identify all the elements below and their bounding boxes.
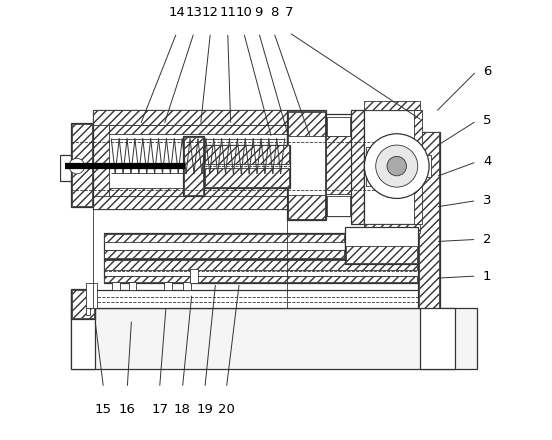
Bar xyxy=(205,168,289,187)
Text: 5: 5 xyxy=(483,114,491,127)
Circle shape xyxy=(387,156,406,176)
Bar xyxy=(204,144,290,187)
Text: 14: 14 xyxy=(168,7,185,19)
Bar xyxy=(71,123,93,207)
Bar xyxy=(184,137,203,195)
Text: 13: 13 xyxy=(185,7,203,19)
Text: 15: 15 xyxy=(95,403,112,416)
Text: 7: 7 xyxy=(285,7,293,19)
Bar xyxy=(364,101,421,110)
Bar xyxy=(60,155,71,181)
Bar xyxy=(93,110,109,209)
Bar xyxy=(327,196,350,216)
Bar xyxy=(352,110,364,224)
Bar xyxy=(109,187,290,196)
Bar xyxy=(104,260,417,270)
Bar xyxy=(288,112,325,136)
Bar xyxy=(72,290,94,318)
Bar xyxy=(104,250,344,258)
Text: 4: 4 xyxy=(483,155,491,168)
Bar xyxy=(129,282,136,290)
Bar xyxy=(104,233,345,259)
Bar xyxy=(93,110,287,125)
Bar xyxy=(93,196,287,209)
Text: 10: 10 xyxy=(235,7,252,19)
Circle shape xyxy=(376,145,418,187)
Bar xyxy=(71,289,95,319)
Bar xyxy=(418,132,440,308)
Bar xyxy=(183,136,204,196)
Bar xyxy=(93,110,287,209)
Text: 6: 6 xyxy=(483,65,491,78)
Bar xyxy=(422,155,431,177)
Text: 12: 12 xyxy=(202,7,219,19)
Bar xyxy=(326,136,351,194)
Bar xyxy=(288,195,325,219)
Bar xyxy=(86,282,97,308)
Circle shape xyxy=(364,134,429,198)
Bar xyxy=(104,259,418,282)
Bar xyxy=(352,110,364,224)
Bar xyxy=(364,110,421,224)
Bar xyxy=(164,282,172,290)
Bar xyxy=(190,269,198,282)
Text: 16: 16 xyxy=(119,403,136,416)
Text: 2: 2 xyxy=(483,233,491,246)
Bar xyxy=(419,132,439,308)
Bar xyxy=(345,227,418,264)
Text: 3: 3 xyxy=(483,194,491,207)
Bar xyxy=(365,147,413,186)
Circle shape xyxy=(69,158,84,174)
Text: 1: 1 xyxy=(483,270,491,282)
Bar xyxy=(205,145,289,164)
Bar xyxy=(326,114,352,216)
Bar xyxy=(71,308,95,369)
Text: 20: 20 xyxy=(218,403,235,416)
Bar xyxy=(421,308,455,369)
Bar xyxy=(346,246,417,263)
Text: 8: 8 xyxy=(270,7,278,19)
Text: 9: 9 xyxy=(254,7,263,19)
Bar xyxy=(71,290,433,308)
Bar xyxy=(364,224,421,233)
Bar xyxy=(288,111,325,219)
Bar xyxy=(104,234,344,242)
Bar xyxy=(104,276,417,282)
Bar xyxy=(109,125,290,134)
Bar xyxy=(86,308,90,315)
Bar xyxy=(327,117,350,136)
Bar xyxy=(71,308,476,369)
Bar xyxy=(414,110,422,224)
Text: 17: 17 xyxy=(151,403,168,416)
Bar xyxy=(112,282,120,290)
Bar xyxy=(183,282,191,290)
Text: 19: 19 xyxy=(197,403,213,416)
Text: 18: 18 xyxy=(174,403,191,416)
Bar xyxy=(287,125,300,196)
Text: 11: 11 xyxy=(219,7,236,19)
Bar xyxy=(72,124,92,206)
Bar xyxy=(287,110,326,220)
